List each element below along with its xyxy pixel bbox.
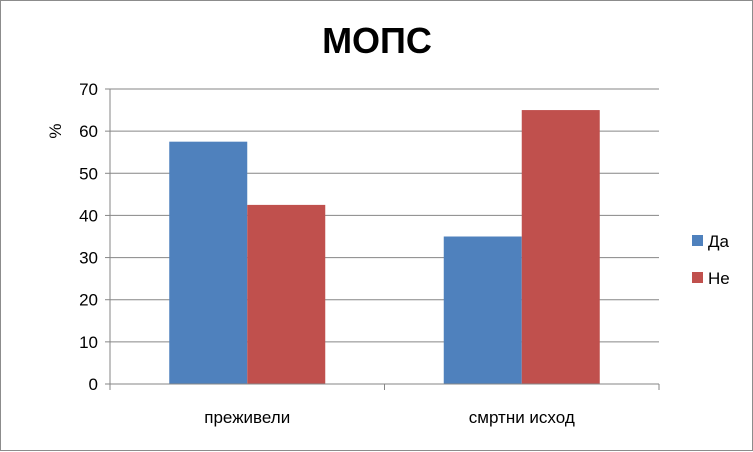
y-tick-label: 60: [79, 122, 98, 141]
y-tick-label: 0: [89, 375, 98, 394]
bar-ne-0: [247, 204, 326, 384]
y-tick-label: 20: [79, 291, 98, 310]
y-tick-label: 30: [79, 249, 98, 268]
y-tick-label: 70: [79, 80, 98, 99]
legend-label-da: Да: [708, 232, 730, 251]
bar-da-0: [169, 141, 248, 384]
y-tick-label: 50: [79, 164, 98, 183]
x-category-label: смртни исход: [469, 408, 575, 427]
bars: [169, 110, 600, 385]
y-tick-label: 40: [79, 206, 98, 225]
bar-ne-1: [521, 110, 600, 385]
legend: Да Не: [692, 232, 730, 288]
x-category-label: преживели: [204, 408, 290, 427]
axes: 0 10 20 30 40 50 60 70 преживели смртни исход: [79, 80, 660, 427]
legend-swatch-da: [692, 235, 703, 246]
legend-swatch-ne: [692, 272, 703, 283]
bar-da-1: [443, 236, 522, 384]
y-tick-label: 10: [79, 333, 98, 352]
legend-label-ne: Не: [708, 269, 730, 288]
chart-title: МОПС: [322, 20, 432, 61]
y-axis-label: %: [46, 123, 65, 138]
